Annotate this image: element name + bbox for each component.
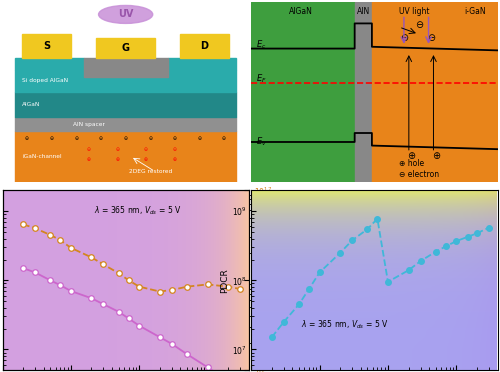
- Polygon shape: [15, 131, 236, 182]
- Bar: [372, 2, 498, 182]
- Ellipse shape: [98, 6, 152, 23]
- Polygon shape: [180, 34, 229, 58]
- Text: i-GaN: i-GaN: [464, 7, 486, 16]
- Text: ⊖ electron: ⊖ electron: [399, 170, 439, 179]
- Text: ⊖: ⊖: [124, 136, 128, 141]
- Y-axis label: D* (Jones): D* (Jones): [274, 258, 283, 303]
- Polygon shape: [15, 70, 236, 92]
- Text: S: S: [44, 41, 51, 51]
- Text: AlGaN: AlGaN: [22, 102, 40, 107]
- Text: $\lambda$ = 365 nm, $V_{ds}$ = 5 V: $\lambda$ = 365 nm, $V_{ds}$ = 5 V: [94, 205, 182, 217]
- Polygon shape: [15, 117, 236, 131]
- Text: UV light: UV light: [398, 7, 429, 16]
- Text: ⊖: ⊖: [86, 147, 91, 152]
- Text: iGaN-channel: iGaN-channel: [22, 154, 62, 159]
- Text: AlN spacer: AlN spacer: [73, 122, 104, 126]
- Text: ⊕ hole: ⊕ hole: [399, 159, 424, 168]
- Text: D: D: [200, 41, 208, 51]
- Text: ⊖: ⊖: [173, 147, 177, 152]
- Text: ⊕: ⊕: [173, 157, 177, 163]
- Bar: [251, 2, 354, 182]
- Text: $E_c$: $E_c$: [256, 39, 266, 51]
- Text: AlN: AlN: [356, 7, 370, 16]
- Y-axis label: PDCR: PDCR: [220, 268, 229, 293]
- Polygon shape: [15, 92, 236, 117]
- Text: ⊖: ⊖: [427, 33, 435, 43]
- Text: Si doped AlGaN: Si doped AlGaN: [22, 77, 68, 83]
- Text: ⊖: ⊖: [414, 20, 423, 30]
- Text: ⊖: ⊖: [400, 33, 408, 43]
- Text: UV: UV: [118, 9, 134, 19]
- Text: ⊖: ⊖: [116, 147, 119, 152]
- Text: AlGaN: AlGaN: [288, 7, 312, 16]
- Text: ⊖: ⊖: [222, 136, 226, 141]
- Text: $E_F$: $E_F$: [256, 73, 267, 85]
- Text: ⊕: ⊕: [116, 157, 119, 163]
- Text: $\lambda$ = 365 nm, $V_{ds}$ = 5 V: $\lambda$ = 365 nm, $V_{ds}$ = 5 V: [301, 318, 388, 331]
- Polygon shape: [15, 58, 84, 70]
- Text: $E_v$: $E_v$: [256, 136, 267, 148]
- Polygon shape: [22, 34, 72, 58]
- Text: ⊕: ⊕: [407, 151, 416, 161]
- Text: ⊖: ⊖: [50, 136, 54, 141]
- Text: ⊖: ⊖: [198, 136, 202, 141]
- Text: ⊖: ⊖: [173, 136, 177, 141]
- Polygon shape: [168, 58, 236, 70]
- Text: ⊕: ⊕: [144, 157, 148, 163]
- Text: ⊖: ⊖: [144, 147, 148, 152]
- Polygon shape: [84, 58, 168, 77]
- Text: ⊕: ⊕: [86, 157, 91, 163]
- Bar: [354, 2, 372, 182]
- Text: ⊖: ⊖: [74, 136, 78, 141]
- Text: ⊕: ⊕: [432, 151, 440, 161]
- Polygon shape: [96, 38, 155, 58]
- Text: ⊖: ⊖: [99, 136, 103, 141]
- Text: 2DEG restored: 2DEG restored: [128, 169, 172, 174]
- Text: ⊖: ⊖: [25, 136, 29, 141]
- Text: G: G: [122, 43, 130, 53]
- Text: ⊖: ⊖: [148, 136, 152, 141]
